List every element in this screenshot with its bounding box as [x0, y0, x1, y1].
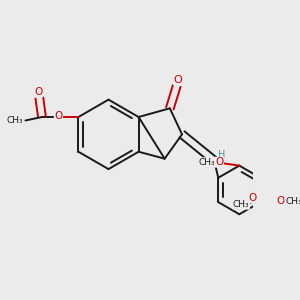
Text: H: H: [218, 150, 226, 160]
Text: CH₃: CH₃: [7, 116, 23, 125]
Text: CH₃: CH₃: [285, 197, 300, 206]
Text: O: O: [54, 111, 63, 121]
Text: CH₃: CH₃: [198, 158, 214, 167]
Text: CH₃: CH₃: [233, 200, 250, 209]
Text: O: O: [34, 87, 43, 97]
Text: O: O: [276, 196, 284, 206]
Text: O: O: [248, 193, 257, 203]
Text: O: O: [215, 157, 224, 167]
Text: O: O: [173, 75, 182, 85]
